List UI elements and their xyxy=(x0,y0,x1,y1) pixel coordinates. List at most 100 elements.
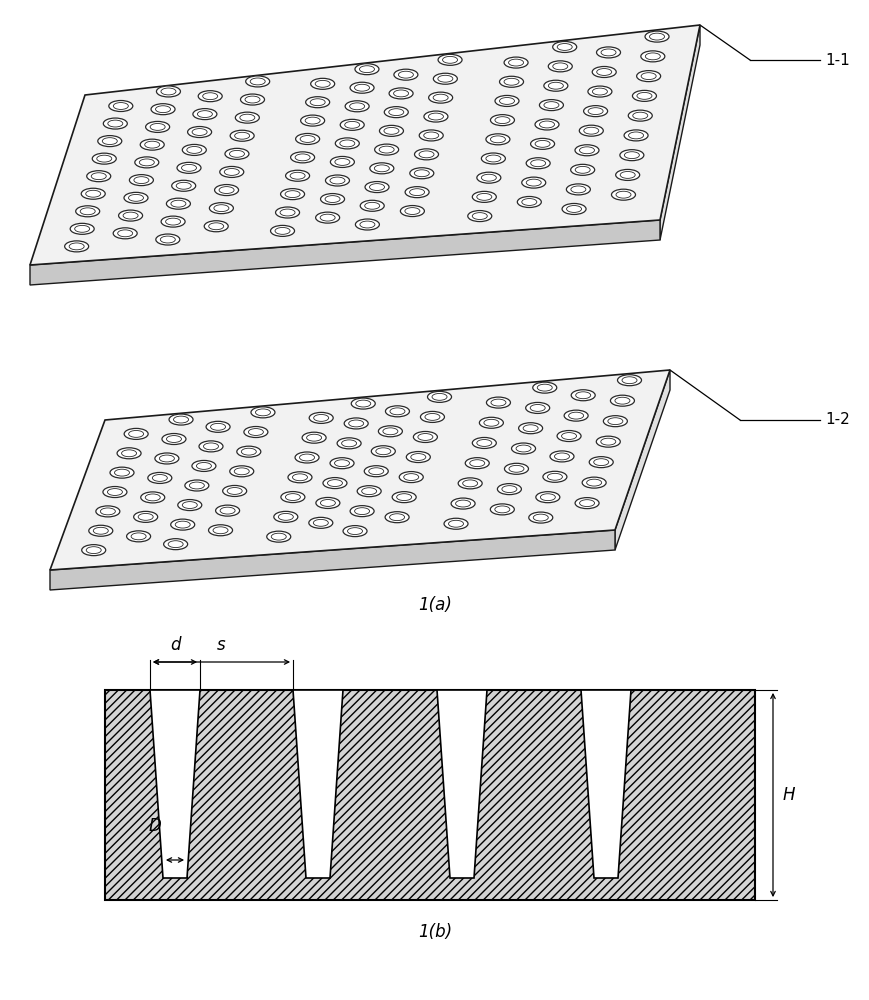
Ellipse shape xyxy=(579,147,594,154)
Ellipse shape xyxy=(530,160,545,167)
Ellipse shape xyxy=(117,230,132,237)
Ellipse shape xyxy=(644,31,668,42)
Ellipse shape xyxy=(508,59,523,66)
Ellipse shape xyxy=(494,117,509,124)
Ellipse shape xyxy=(93,527,108,534)
Ellipse shape xyxy=(196,462,211,469)
Ellipse shape xyxy=(595,436,620,447)
Ellipse shape xyxy=(649,33,664,40)
Ellipse shape xyxy=(490,115,514,126)
Ellipse shape xyxy=(620,171,634,178)
Ellipse shape xyxy=(278,513,293,520)
Ellipse shape xyxy=(388,109,403,116)
Ellipse shape xyxy=(645,53,660,60)
Ellipse shape xyxy=(351,398,375,409)
Text: H: H xyxy=(782,786,794,804)
Ellipse shape xyxy=(176,162,201,173)
Ellipse shape xyxy=(138,513,153,520)
Ellipse shape xyxy=(636,92,651,99)
Ellipse shape xyxy=(349,506,374,517)
Ellipse shape xyxy=(476,172,501,183)
Ellipse shape xyxy=(587,86,611,97)
Ellipse shape xyxy=(556,44,572,50)
Ellipse shape xyxy=(627,132,643,139)
Ellipse shape xyxy=(197,111,212,118)
Ellipse shape xyxy=(579,125,602,136)
Ellipse shape xyxy=(182,164,196,171)
Ellipse shape xyxy=(156,86,180,97)
Text: s: s xyxy=(217,636,226,654)
Ellipse shape xyxy=(87,171,110,182)
Ellipse shape xyxy=(240,114,255,121)
Ellipse shape xyxy=(245,96,260,103)
Ellipse shape xyxy=(235,132,249,139)
Ellipse shape xyxy=(623,130,647,141)
Ellipse shape xyxy=(306,434,322,441)
Ellipse shape xyxy=(521,177,545,188)
Ellipse shape xyxy=(543,80,567,91)
Ellipse shape xyxy=(515,445,530,452)
Ellipse shape xyxy=(423,132,438,139)
Ellipse shape xyxy=(134,177,149,184)
Ellipse shape xyxy=(355,64,379,75)
Ellipse shape xyxy=(448,520,463,527)
Ellipse shape xyxy=(344,121,359,128)
Ellipse shape xyxy=(355,400,370,407)
Ellipse shape xyxy=(295,452,319,463)
Ellipse shape xyxy=(290,152,315,163)
Ellipse shape xyxy=(295,154,309,161)
Ellipse shape xyxy=(359,66,374,73)
Ellipse shape xyxy=(92,153,116,164)
Polygon shape xyxy=(149,690,200,878)
Ellipse shape xyxy=(188,127,211,138)
Ellipse shape xyxy=(310,99,325,106)
Ellipse shape xyxy=(204,221,228,232)
Ellipse shape xyxy=(202,93,217,100)
Ellipse shape xyxy=(392,492,415,503)
Polygon shape xyxy=(580,690,630,878)
Ellipse shape xyxy=(109,101,133,112)
Ellipse shape xyxy=(348,420,363,427)
Ellipse shape xyxy=(115,469,129,476)
Ellipse shape xyxy=(534,140,549,147)
Ellipse shape xyxy=(280,189,304,200)
Ellipse shape xyxy=(314,414,328,421)
Text: 1-2: 1-2 xyxy=(824,412,849,428)
Ellipse shape xyxy=(547,82,563,89)
Ellipse shape xyxy=(640,51,664,62)
Ellipse shape xyxy=(615,169,639,180)
Ellipse shape xyxy=(123,212,138,219)
Ellipse shape xyxy=(103,138,117,145)
Ellipse shape xyxy=(490,399,506,406)
Ellipse shape xyxy=(552,41,576,52)
Ellipse shape xyxy=(537,384,552,391)
Ellipse shape xyxy=(325,175,349,186)
Ellipse shape xyxy=(220,166,243,177)
Ellipse shape xyxy=(592,66,615,77)
Ellipse shape xyxy=(170,200,186,207)
Ellipse shape xyxy=(225,148,249,159)
Ellipse shape xyxy=(494,95,519,106)
Ellipse shape xyxy=(113,103,128,109)
Ellipse shape xyxy=(144,141,160,148)
Ellipse shape xyxy=(177,500,202,511)
Ellipse shape xyxy=(113,228,137,239)
Ellipse shape xyxy=(479,417,503,428)
Ellipse shape xyxy=(364,466,388,477)
Ellipse shape xyxy=(561,203,586,214)
Ellipse shape xyxy=(561,433,576,439)
Ellipse shape xyxy=(528,512,552,523)
Ellipse shape xyxy=(292,474,307,481)
Ellipse shape xyxy=(140,139,164,150)
Ellipse shape xyxy=(404,208,420,214)
Ellipse shape xyxy=(530,138,554,149)
Ellipse shape xyxy=(394,69,417,80)
Text: 1(b): 1(b) xyxy=(417,923,452,941)
Ellipse shape xyxy=(427,391,451,402)
Ellipse shape xyxy=(159,455,174,462)
Ellipse shape xyxy=(108,120,123,127)
Ellipse shape xyxy=(69,243,84,250)
Ellipse shape xyxy=(171,180,196,191)
Ellipse shape xyxy=(148,472,171,483)
Text: 1(a): 1(a) xyxy=(418,596,451,614)
